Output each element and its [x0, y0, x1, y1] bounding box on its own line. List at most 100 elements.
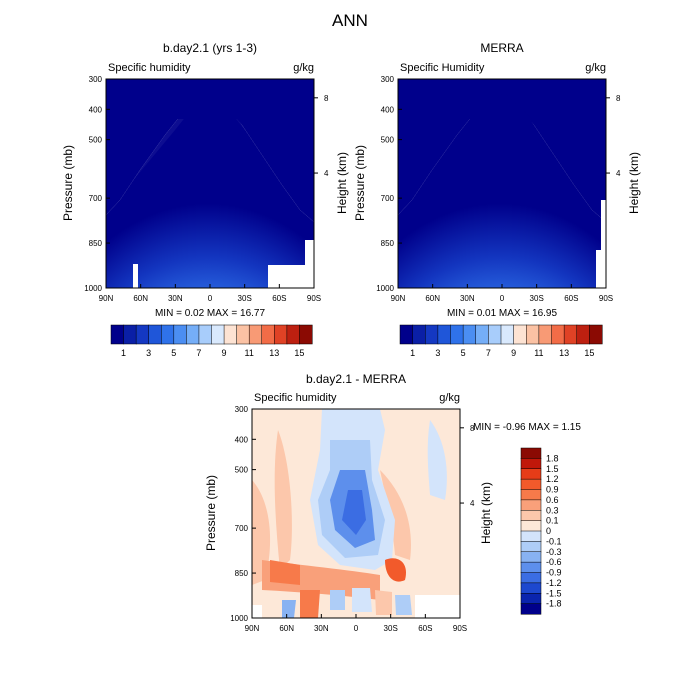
colorbar-swatch	[186, 324, 200, 345]
colorbar-swatch	[513, 324, 527, 345]
min-max-text: MIN = 0.01 MAX = 16.95	[447, 308, 557, 319]
colorbar-swatch	[520, 603, 542, 615]
right-axis-label: Height (km)	[627, 152, 641, 214]
right-tick-label: 8	[470, 424, 475, 433]
colorbar-swatch	[526, 324, 540, 345]
units-label: g/kg	[439, 392, 460, 404]
x-tick-label: 90N	[245, 624, 260, 633]
colorbar-swatch	[173, 324, 187, 345]
right-tick-label: 8	[324, 94, 329, 103]
colorbar-label: -1.5	[546, 588, 562, 598]
colorbar-label: -0.9	[546, 568, 562, 578]
x-tick-label: 0	[208, 294, 213, 303]
x-tick-label: 30N	[460, 294, 475, 303]
colorbar: 1 3 5 7 9 11 13 15	[399, 324, 603, 358]
ticks: 90N 60N 30N 0 30S 60S 90S 300 400 500 700 850 1000 8 4	[376, 75, 621, 303]
colorbar-swatch	[488, 324, 502, 345]
y-tick-label: 700	[89, 194, 103, 203]
y-tick-label: 400	[89, 105, 103, 114]
colorbar-swatch	[274, 324, 288, 345]
colorbar-label: 15	[584, 348, 594, 358]
y-tick-label: 1000	[376, 284, 394, 293]
colorbar-swatch	[412, 324, 426, 345]
y-tick-label: 300	[381, 75, 395, 84]
y-tick-label: 850	[381, 239, 395, 248]
right-tick-label: 8	[616, 94, 621, 103]
colorbar-label: 13	[269, 348, 279, 358]
colorbar: 1.81.51.20.90.60.30.10-0.1-0.3-0.6-0.9-1…	[520, 447, 562, 615]
colorbar-swatch	[520, 582, 542, 594]
colorbar-label: 13	[559, 348, 569, 358]
x-tick-label: 60S	[564, 294, 578, 303]
y-tick-label: 500	[381, 136, 395, 145]
colorbar-label: 0.6	[546, 495, 559, 505]
x-tick-label: 30S	[238, 294, 252, 303]
y-tick-label: 1000	[84, 284, 102, 293]
field-plot	[106, 79, 314, 288]
colorbar-swatch	[520, 478, 542, 491]
colorbar-swatch	[520, 593, 542, 605]
colorbar: 1 3 5 7 9 11 13 15	[110, 324, 313, 358]
colorbar-swatch	[520, 468, 542, 480]
panel-difference: b.day2.1 - MERRA Specific humidity g/kg	[204, 372, 581, 633]
min-max-text: MIN = -0.96 MAX = 1.15	[473, 422, 581, 433]
panel-model: b.day2.1 (yrs 1-3) Specific humidity g/k…	[61, 41, 349, 358]
colorbar-swatch	[551, 324, 565, 345]
colorbar-swatch	[563, 324, 578, 345]
colorbar-label: -0.3	[546, 547, 562, 557]
panel-title: b.day2.1 (yrs 1-3)	[163, 41, 257, 55]
colorbar-label: 0.1	[546, 516, 559, 526]
panel-title: b.day2.1 - MERRA	[306, 372, 406, 386]
x-tick-label: 90S	[453, 624, 467, 633]
colorbar-swatch	[520, 530, 542, 542]
x-tick-label: 30N	[168, 294, 183, 303]
colorbar-label: 3	[146, 348, 151, 358]
y-tick-label: 500	[89, 136, 103, 145]
colorbar-swatch	[261, 324, 275, 345]
colorbar-swatch	[148, 324, 162, 345]
colorbar-label: 5	[461, 348, 466, 358]
colorbar-label: 0	[546, 526, 551, 536]
colorbar-label: -1.8	[546, 599, 562, 609]
min-max-text: MIN = 0.02 MAX = 16.77	[155, 308, 265, 319]
right-tick-label: 4	[616, 169, 621, 178]
units-label: g/kg	[293, 62, 314, 74]
colorbar-label: 0.9	[546, 485, 559, 495]
colorbar-label: 1.5	[546, 464, 559, 474]
colorbar-label: 9	[222, 348, 227, 358]
colorbar-label: 0.3	[546, 505, 559, 515]
colorbar-swatch	[520, 458, 542, 470]
x-tick-label: 60S	[272, 294, 286, 303]
x-tick-label: 0	[500, 294, 505, 303]
colorbar-label: 1	[410, 348, 415, 358]
colorbar-label: 15	[294, 348, 304, 358]
colorbar-swatch	[135, 324, 150, 345]
main-title: ANN	[332, 11, 368, 30]
colorbar-swatch	[462, 324, 477, 345]
colorbar-swatch	[520, 499, 542, 511]
colorbar-swatch	[236, 324, 250, 345]
variable-label: Specific Humidity	[400, 62, 485, 74]
colorbar-swatch	[123, 324, 137, 345]
y-tick-label: 700	[381, 194, 395, 203]
colorbar-label: 1.8	[546, 453, 559, 463]
colorbar-swatch	[248, 324, 263, 345]
colorbar-swatch	[520, 510, 542, 522]
colorbar-label: 9	[511, 348, 516, 358]
colorbar-swatch	[475, 324, 489, 345]
colorbar-swatch	[576, 324, 590, 345]
colorbar-label: 5	[171, 348, 176, 358]
ticks: 90N 60N 30N 0 30S 60S 90S 300 400 500 700 850 1000 8 4	[84, 75, 329, 303]
colorbar-swatch	[450, 324, 464, 345]
right-tick-label: 4	[470, 499, 475, 508]
y-tick-label: 850	[235, 569, 249, 578]
colorbar-swatch	[520, 561, 542, 574]
units-label: g/kg	[585, 62, 606, 74]
y-axis-label: Pressure (mb)	[61, 145, 75, 221]
right-tick-label: 4	[324, 169, 329, 178]
y-tick-label: 300	[89, 75, 103, 84]
colorbar-swatch	[211, 324, 225, 345]
colorbar-label: -0.6	[546, 557, 562, 567]
ticks: 90N 60N 30N 0 30S 60S 90S 300 400 500 700 850 1000 8 4	[230, 405, 475, 633]
